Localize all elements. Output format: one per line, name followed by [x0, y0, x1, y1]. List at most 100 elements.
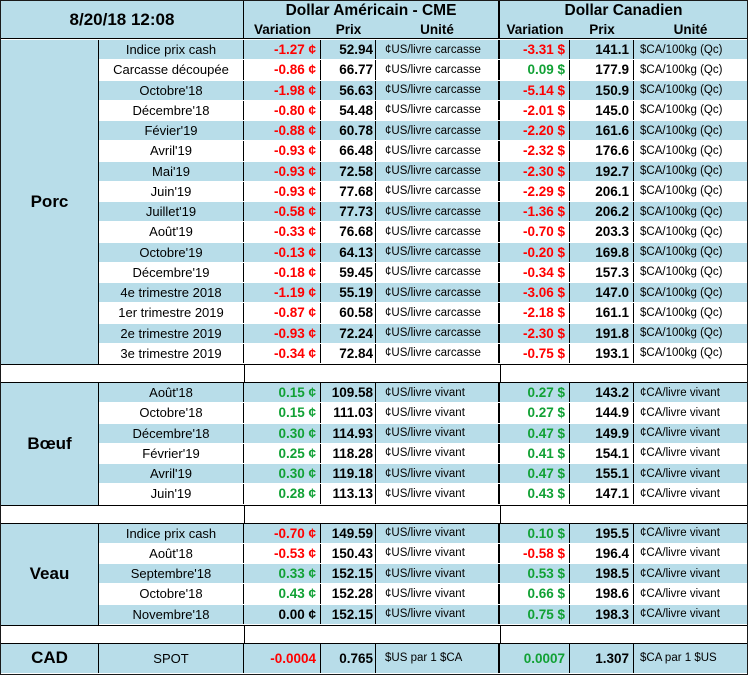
- cad-price: 143.2: [570, 383, 634, 403]
- usd-variation: 0.00 ¢: [244, 604, 321, 624]
- usd-price: 72.58: [321, 161, 376, 181]
- usd-price: 76.68: [321, 222, 376, 242]
- row-label: SPOT: [99, 643, 244, 673]
- usd-price: 113.13: [321, 484, 376, 504]
- cad-price: 161.1: [570, 303, 634, 323]
- cad-price: 203.3: [570, 222, 634, 242]
- usd-variation: -1.19 ¢: [244, 283, 321, 303]
- usd-unit: ¢US/livre carcasse: [376, 343, 500, 363]
- section-divider: [1, 504, 747, 524]
- usd-unit: ¢US/livre vivant: [376, 484, 500, 504]
- usd-unit: ¢US/livre carcasse: [376, 161, 500, 181]
- cad-price: 147.0: [570, 283, 634, 303]
- cad-unit: ¢CA/livre vivant: [634, 464, 747, 484]
- cad-price: 145.0: [570, 100, 634, 120]
- row-label: Octobre'18: [99, 403, 244, 423]
- usd-variation: -0.18 ¢: [244, 262, 321, 282]
- usd-unit: ¢US/livre vivant: [376, 523, 500, 543]
- cad-price: 177.9: [570, 60, 634, 80]
- row-label: Indice prix cash: [99, 523, 244, 543]
- cad-unit-header: Unité: [634, 20, 747, 38]
- usd-price: 52.94: [321, 40, 376, 60]
- usd-unit: ¢US/livre vivant: [376, 443, 500, 463]
- usd-variation: 0.28 ¢: [244, 484, 321, 504]
- usd-price: 119.18: [321, 464, 376, 484]
- cad-price: 157.3: [570, 262, 634, 282]
- table-row: Septembre'18 0.33 ¢ 152.15 ¢US/livre vivant…: [1, 564, 747, 585]
- cad-unit: $CA par 1 $US: [634, 643, 747, 673]
- cad-variation: 0.09 $: [500, 60, 570, 80]
- cad-price: 206.1: [570, 181, 634, 201]
- cad-unit: $CA/100kg (Qc): [640, 185, 723, 198]
- timestamp: 8/20/18 12:08: [1, 1, 244, 39]
- table-row: Février'19 0.25 ¢ 118.28 ¢US/livre vivant 0.…: [1, 443, 747, 464]
- cad-variation: 0.66 $: [500, 584, 570, 604]
- cad-variation: 0.27 $: [500, 403, 570, 423]
- cad-unit: ¢CA/livre vivant: [640, 447, 720, 460]
- cad-variation: -2.29 $: [500, 181, 570, 201]
- cad-price: 155.1: [570, 464, 634, 484]
- table-row: Décembre'18 0.30 ¢ 114.93 ¢US/livre vivant 0…: [1, 423, 747, 444]
- cad-unit: $CA/100kg (Qc): [634, 242, 747, 262]
- table-row: 1er trimestre 2019 -0.87 ¢ 60.58 ¢US/livre …: [1, 303, 747, 324]
- usd-unit: ¢US/livre carcasse: [376, 80, 500, 100]
- table-row: Novembre'18 0.00 ¢ 152.15 ¢US/livre vivant 0…: [1, 604, 747, 625]
- usd-unit: ¢US/livre carcasse: [376, 283, 500, 303]
- cad-unit: $CA/100kg (Qc): [634, 161, 747, 181]
- usd-variation: 0.33 ¢: [244, 564, 321, 584]
- cad-unit: $CA/100kg (Qc): [634, 40, 747, 60]
- cad-price: 161.6: [570, 121, 634, 141]
- cad-price: 147.1: [570, 484, 634, 504]
- table-row: Avril'19 -0.93 ¢ 66.48 ¢US/livre carcasse -2…: [1, 141, 747, 162]
- table-row: Indice prix cash -0.70 ¢ 149.59 ¢US/livre v…: [1, 523, 747, 544]
- cad-price: 198.5: [570, 564, 634, 584]
- cad-price: 150.9: [570, 80, 634, 100]
- usd-unit: ¢US/livre carcasse: [376, 141, 500, 161]
- cad-price: 206.2: [570, 202, 634, 222]
- cad-unit: ¢CA/livre vivant: [640, 487, 720, 500]
- table-row: Indice prix cash -1.27 ¢ 52.94 ¢US/livre ca…: [1, 40, 747, 61]
- cad-unit: ¢CA/livre vivant: [640, 406, 720, 419]
- cad-variation: -0.20 $: [500, 242, 570, 262]
- usd-variation: -0.58 ¢: [244, 202, 321, 222]
- usd-unit: ¢US/livre vivant: [376, 383, 500, 403]
- usd-price: 152.28: [321, 584, 376, 604]
- usd-variation: -0.13 ¢: [244, 242, 321, 262]
- cad-variation: 0.75 $: [500, 604, 570, 624]
- row-label: Août'18: [99, 543, 244, 563]
- usd-variation: 0.30 ¢: [244, 423, 321, 443]
- row-label: Février'19: [99, 443, 244, 463]
- cad-price: 176.6: [570, 141, 634, 161]
- category-veau: Veau: [1, 523, 99, 625]
- usd-price: 77.73: [321, 202, 376, 222]
- cad-variation-header: Variation: [500, 20, 570, 38]
- row-label: 3e trimestre 2019: [99, 343, 244, 363]
- usd-unit: ¢US/livre vivant: [376, 543, 500, 563]
- table-row: Avril'19 0.30 ¢ 119.18 ¢US/livre vivant 0.47…: [1, 464, 747, 485]
- row-label: Septembre'18: [99, 564, 244, 584]
- usd-variation: 0.25 ¢: [244, 443, 321, 463]
- row-label: Octobre'19: [99, 242, 244, 262]
- usd-unit: ¢US/livre carcasse: [376, 303, 500, 323]
- usd-price: 54.48: [321, 100, 376, 120]
- usd-variation: 0.15 ¢: [244, 383, 321, 403]
- cad-unit: $CA/100kg (Qc): [634, 80, 747, 100]
- cad-spot-row: CAD SPOT -0.0004 0.765 $US par 1 $CA 0.0007 1.…: [1, 643, 747, 674]
- row-label: Carcasse découpée: [99, 60, 244, 80]
- usd-variation-header: Variation: [244, 20, 321, 38]
- divider-line: [244, 625, 245, 643]
- cad-price: 149.9: [570, 423, 634, 443]
- cad-section-title: Dollar Canadien: [500, 1, 747, 20]
- cad-variation: -0.70 $: [500, 222, 570, 242]
- usd-price: 55.19: [321, 283, 376, 303]
- table-row: Juillet'19 -0.58 ¢ 77.73 ¢US/livre carcasse…: [1, 202, 747, 223]
- cad-price: 169.8: [570, 242, 634, 262]
- usd-unit: ¢US/livre carcasse: [376, 121, 500, 141]
- cad-price: 1.307: [570, 643, 634, 673]
- cad-price: 193.1: [570, 343, 634, 363]
- usd-price: 60.78: [321, 121, 376, 141]
- usd-variation: 0.15 ¢: [244, 403, 321, 423]
- usd-price: 114.93: [321, 423, 376, 443]
- row-label: Indice prix cash: [99, 40, 244, 60]
- table-row: Août'18 -0.53 ¢ 150.43 ¢US/livre vivant -0.5…: [1, 543, 747, 564]
